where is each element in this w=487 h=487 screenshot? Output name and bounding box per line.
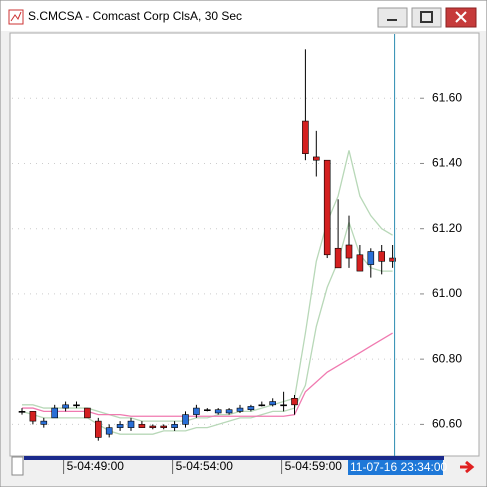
candle-body <box>138 424 146 428</box>
y-tick-label: 61.60 <box>432 90 462 104</box>
overlay-line <box>22 332 393 417</box>
x-tick-label: 5-04:59:00 <box>285 459 343 473</box>
scroll-box[interactable] <box>11 456 24 476</box>
candle-body <box>356 254 364 272</box>
candle-body <box>334 247 342 269</box>
candle-body <box>269 401 277 406</box>
cursor-label-bg <box>348 460 443 475</box>
candle-body <box>84 407 91 419</box>
y-tick-label: 61.40 <box>432 156 462 170</box>
overlay-line <box>21 219 393 435</box>
candle-body <box>40 420 48 425</box>
candle-body <box>214 409 222 414</box>
candle-body <box>291 397 298 406</box>
candle-body <box>193 407 200 415</box>
candle-body <box>225 409 233 414</box>
candle-body <box>204 409 211 412</box>
window-title: S.CMCSA - Comcast Corp ClsA, 30 Sec <box>28 9 242 23</box>
maximize-glyph <box>420 11 433 23</box>
maximize-button[interactable] <box>411 7 442 28</box>
candle-body <box>236 407 244 412</box>
candle-body <box>116 424 124 428</box>
candle-body <box>258 404 266 407</box>
candle-body <box>149 425 157 428</box>
candle-body <box>95 420 102 438</box>
candle-body <box>312 156 320 161</box>
candle-body <box>18 411 26 413</box>
candle-body <box>247 406 255 411</box>
y-tick-label: 60.60 <box>432 417 462 431</box>
candle-body <box>171 424 178 428</box>
scroll-arrow[interactable] <box>460 460 475 474</box>
candle-body <box>378 251 386 262</box>
candle-body <box>105 427 113 435</box>
candle-body <box>73 404 80 407</box>
candle-body <box>182 414 189 425</box>
candle-body <box>345 244 353 259</box>
minimize-button[interactable] <box>377 7 408 28</box>
candle-body <box>367 251 375 265</box>
scrollbar[interactable] <box>24 456 444 460</box>
candle-body <box>160 425 167 428</box>
candle-body <box>389 257 396 262</box>
candle-body <box>29 411 37 422</box>
x-tick-label: 5-04:49:00 <box>67 459 125 473</box>
y-tick-label: 60.80 <box>432 351 462 365</box>
chart-area <box>9 32 480 457</box>
candle-body <box>302 120 309 154</box>
close-glyph <box>455 11 467 23</box>
app-icon-glyph <box>10 11 22 22</box>
cursor-label: 11-07-16 23:34:00 <box>350 460 448 474</box>
overlay-line <box>22 150 393 422</box>
candle-body <box>127 420 135 428</box>
y-tick-label: 61.20 <box>432 221 462 235</box>
candle-body <box>323 159 331 256</box>
candle-body <box>62 404 69 409</box>
candle-body <box>51 407 59 419</box>
x-tick-label: 5-04:54:00 <box>176 459 234 473</box>
y-tick-label: 61.00 <box>432 286 462 300</box>
candle-body <box>280 404 287 407</box>
